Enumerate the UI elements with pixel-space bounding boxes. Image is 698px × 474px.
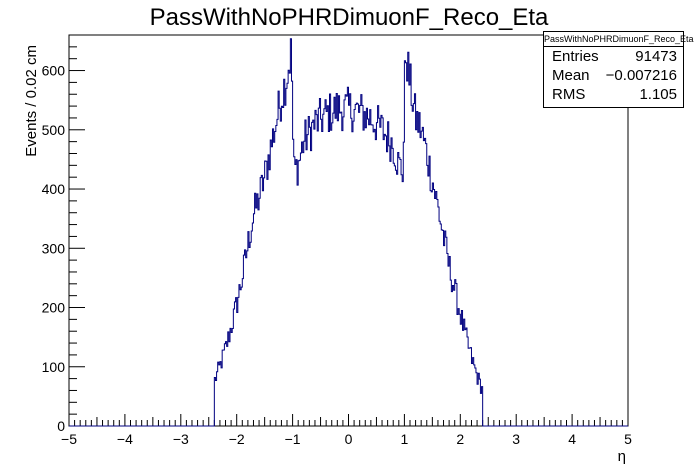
x-tick-label: 1 <box>401 431 409 447</box>
x-tick-label: 3 <box>512 431 520 447</box>
y-tick-label: 300 <box>42 240 66 256</box>
stats-rms-label: RMS <box>552 86 586 103</box>
stats-mean-value: −0.007216 <box>605 67 677 84</box>
x-tick-label: 5 <box>624 431 632 447</box>
x-tick-label: −1 <box>285 431 301 447</box>
stats-rms-value: 1.105 <box>639 86 677 103</box>
stats-entries-label: Entries <box>552 48 599 65</box>
y-tick-label: 100 <box>42 359 66 375</box>
x-tick-label: −5 <box>61 431 77 447</box>
y-tick-label: 600 <box>42 63 66 79</box>
stats-entries-row: Entries 91473 <box>544 47 683 66</box>
stats-mean-label: Mean <box>552 67 590 84</box>
stats-rms-row: RMS 1.105 <box>544 85 683 104</box>
x-tick-label: −4 <box>117 431 133 447</box>
stats-box-name: PassWithNoPHRDimuonF_Reco_Eta <box>544 32 694 47</box>
y-tick-label: 400 <box>42 181 66 197</box>
x-tick-label: −2 <box>229 431 245 447</box>
stats-box: PassWithNoPHRDimuonF_Reco_Eta Entries 91… <box>543 31 694 108</box>
x-tick-label: 4 <box>568 431 576 447</box>
histogram-line <box>69 38 628 427</box>
chart-title: PassWithNoPHRDimuonF_Reco_Eta <box>149 4 549 31</box>
y-tick-label: 500 <box>42 122 66 138</box>
x-axis-label: η <box>618 448 626 465</box>
x-tick-label: 0 <box>345 431 353 447</box>
stats-entries-value: 91473 <box>635 48 677 65</box>
y-tick-label: 0 <box>57 418 65 434</box>
y-axis-label: Events / 0.02 cm <box>23 45 40 157</box>
stats-mean-row: Mean −0.007216 <box>544 66 683 85</box>
x-tick-label: 2 <box>456 431 464 447</box>
y-tick-label: 200 <box>42 300 66 316</box>
axes: −5 −4 −3 −2 −1 0 1 2 3 4 5 0 100 200 300 400 500 600 η Even… <box>23 34 632 465</box>
x-tick-label: −3 <box>173 431 189 447</box>
